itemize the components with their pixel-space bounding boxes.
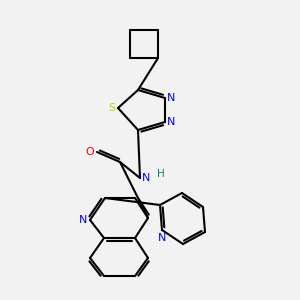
- Text: O: O: [85, 147, 94, 157]
- Text: N: N: [158, 233, 166, 243]
- Text: S: S: [108, 103, 116, 113]
- Text: N: N: [167, 117, 175, 127]
- Text: N: N: [79, 215, 87, 225]
- Text: N: N: [142, 173, 150, 183]
- Text: H: H: [157, 169, 165, 179]
- Text: N: N: [167, 93, 175, 103]
